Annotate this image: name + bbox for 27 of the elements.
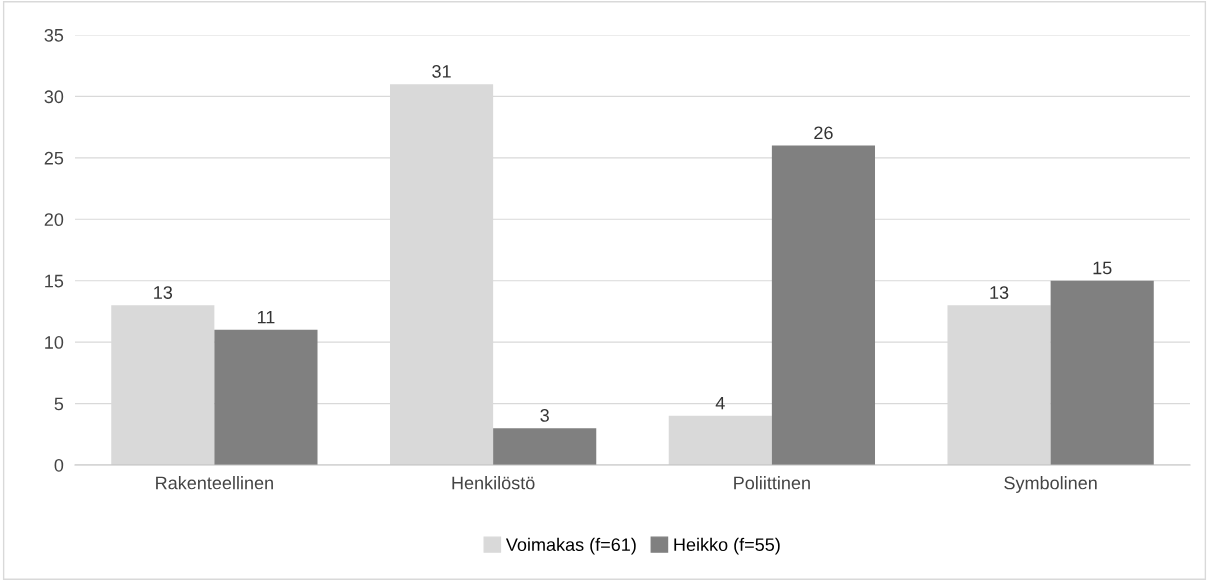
data-label: 31	[432, 65, 451, 78]
y-tick-label: 10	[45, 336, 64, 349]
y-tick-label: 25	[44, 151, 64, 165]
bar	[214, 329, 318, 465]
y-tick-label: 20	[44, 213, 64, 227]
bar	[493, 428, 597, 465]
x-tick-label: Rakenteellinen	[156, 476, 273, 490]
data-label: 13	[154, 286, 173, 299]
x-tick-label: Symbolinen	[1004, 476, 1097, 493]
y-tick-label: 35	[44, 28, 64, 42]
y-tick-label: 15	[45, 274, 64, 288]
y-tick-label: 30	[44, 90, 64, 104]
x-tick-label: Henkilöstö	[452, 476, 535, 490]
data-label: 11	[257, 310, 275, 324]
x-tick-label: Poliittinen	[734, 476, 810, 490]
data-label: 3	[540, 409, 549, 422]
bar	[668, 415, 772, 465]
data-label: 26	[814, 126, 833, 140]
bar	[1050, 280, 1154, 465]
y-tick-label: 5	[54, 397, 64, 411]
bar	[771, 145, 876, 465]
data-label: 13	[990, 286, 1009, 299]
data-label: 15	[1093, 261, 1112, 275]
y-tick-label: 0	[54, 458, 64, 472]
data-label: 4	[715, 396, 725, 410]
legend-label: Voimakas (f=61)	[505, 537, 636, 555]
legend-label: Heikko (f=55)	[674, 537, 780, 555]
